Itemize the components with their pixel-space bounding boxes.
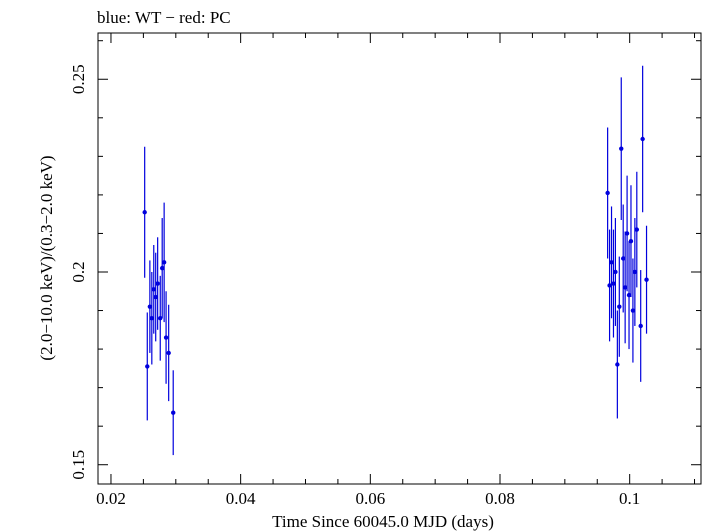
data-point [620,256,626,261]
data-point [607,283,612,288]
chart-title: blue: WT − red: PC [97,8,231,27]
data-point [147,304,153,309]
data-point [161,260,167,265]
series-layer [142,65,649,456]
data-point [151,287,156,292]
data-point [626,292,632,298]
data-point [622,285,628,290]
data-point [149,316,155,321]
x-tick-label: 0.02 [96,489,126,508]
data-point [159,265,165,271]
data-point [632,269,638,275]
data-point [609,260,614,265]
data-point [634,227,640,232]
data-point [611,281,616,286]
x-axis-label: Time Since 60045.0 MJD (days) [272,512,494,531]
data-point [171,410,176,415]
data-point [638,323,643,329]
data-point [613,269,618,275]
data-point [158,316,163,321]
x-axis-ticks: 0.02 0.04 0.06 0.08 0.1 [96,33,696,508]
data-point [628,238,634,244]
y-axis-label: (2.0−10.0 keV)/(0.3−2.0 keV) [37,155,56,360]
data-point [617,304,622,309]
y-axis-ticks: 0.15 0.2 0.25 [69,40,701,480]
data-point [166,350,171,356]
data-point [624,231,630,236]
data-point [630,308,636,313]
series-wt [142,65,649,456]
x-tick-label: 0.08 [485,489,515,508]
y-tick-label: 0.2 [69,261,88,282]
x-tick-label: 0.04 [226,489,256,508]
x-tick-label: 0.06 [355,489,385,508]
data-point [640,136,645,142]
plot-frame [97,32,702,485]
data-point [142,210,147,215]
data-point [619,146,624,151]
data-point [615,362,620,367]
y-tick-label: 0.15 [69,450,88,480]
x-tick-label: 0.1 [619,489,640,508]
data-point [153,294,158,300]
data-point [605,190,610,196]
y-tick-label: 0.25 [69,64,88,94]
data-point [163,335,169,340]
data-point [155,281,160,286]
data-point [145,364,150,369]
data-point [644,277,649,282]
